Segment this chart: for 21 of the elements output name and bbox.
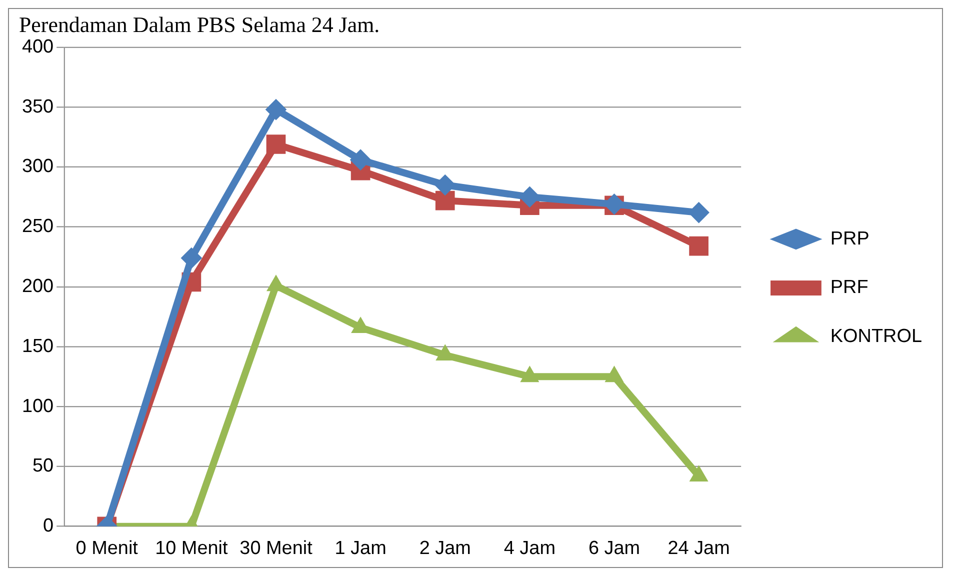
x-tick-label: 24 Jam xyxy=(668,538,730,559)
legend-label: KONTROL xyxy=(830,326,922,348)
x-tick-label: 4 Jam xyxy=(504,538,556,559)
x-tick-label: 30 Menit xyxy=(240,538,314,559)
x-tick-label: 6 Jam xyxy=(588,538,640,559)
legend-label: PRF xyxy=(830,277,868,298)
y-tick-label: 400 xyxy=(22,36,54,58)
y-tick-label: 300 xyxy=(22,156,54,178)
x-tick-label: 1 Jam xyxy=(334,538,386,559)
y-tick-label: 350 xyxy=(22,96,54,118)
x-tick-label: 0 Menit xyxy=(76,538,139,559)
x-tick-label: 10 Menit xyxy=(155,538,229,559)
y-tick-label: 150 xyxy=(22,336,54,357)
x-tick-label: 2 Jam xyxy=(419,538,471,559)
y-tick-label: 50 xyxy=(32,456,54,477)
y-tick-label: 200 xyxy=(22,276,54,298)
legend-label: PRP xyxy=(830,228,870,250)
chart-title: Perendaman Dalam PBS Selama 24 Jam. xyxy=(18,12,380,37)
y-tick-label: 0 xyxy=(43,516,54,537)
y-tick-label: 250 xyxy=(22,216,54,238)
y-tick-label: 100 xyxy=(22,396,54,417)
